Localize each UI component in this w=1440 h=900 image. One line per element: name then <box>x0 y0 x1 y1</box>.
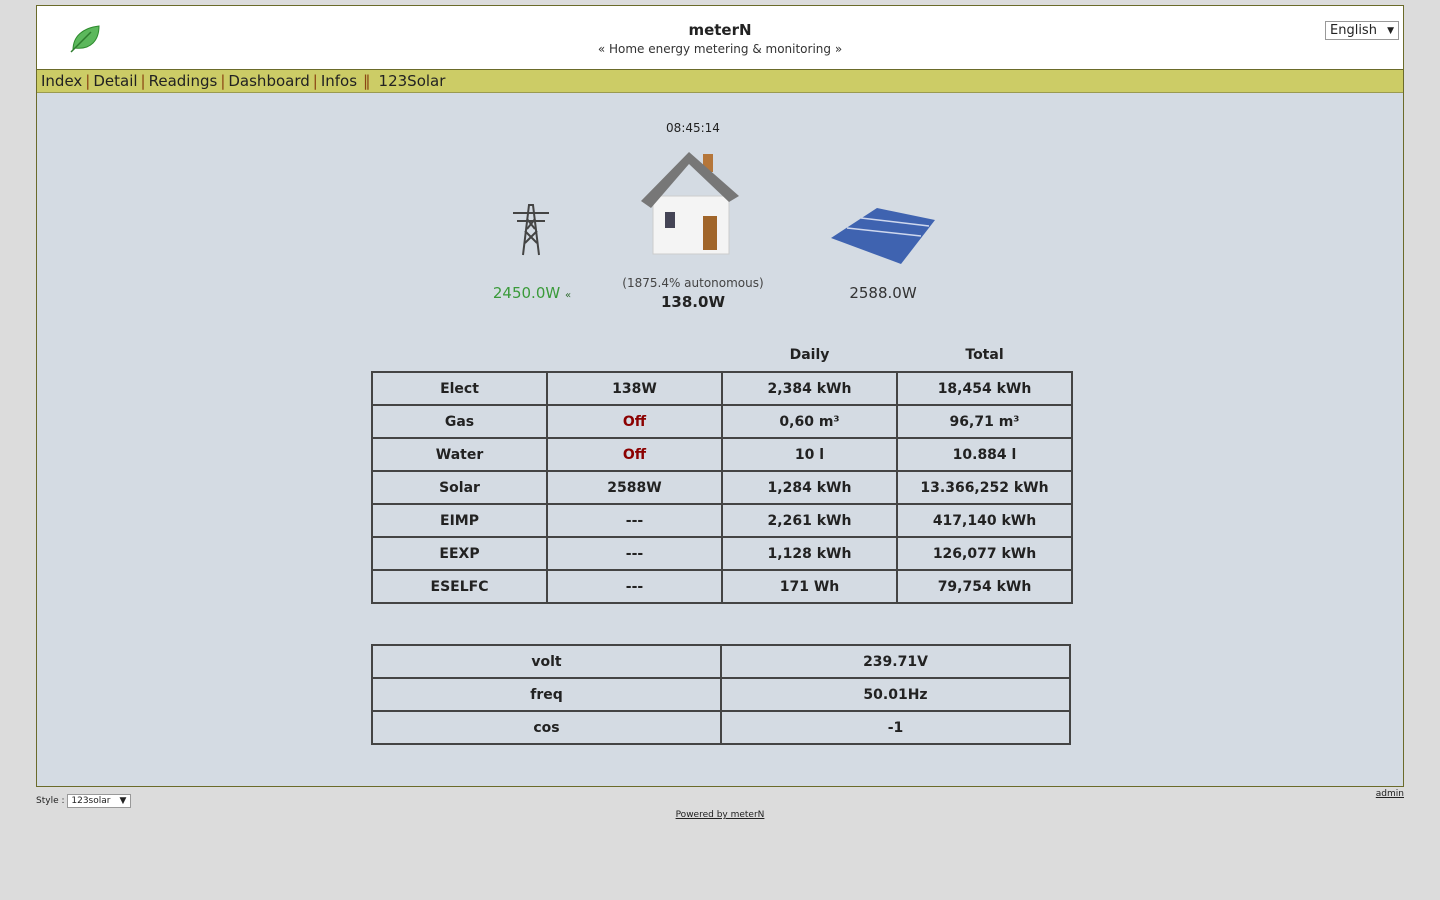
autonomy-text: (1875.4% autonomous) <box>622 276 764 290</box>
solar-panel-icon <box>831 208 935 264</box>
daily-header: Daily <box>789 347 830 363</box>
language-select[interactable]: English ▼ <box>1325 21 1399 40</box>
total-header: Total <box>965 347 1004 363</box>
nav-readings[interactable]: Readings <box>148 72 218 90</box>
meter-cell: --- <box>546 536 723 571</box>
import-arrow-icon: « <box>564 290 572 301</box>
meter-cell: Off <box>546 437 723 472</box>
meter-cell: 10 l <box>721 437 898 472</box>
nav-123solar[interactable]: 123Solar <box>378 72 446 90</box>
meter-cell: 1,284 kWh <box>721 470 898 505</box>
meter-cell: 171 Wh <box>721 569 898 604</box>
indicator-row: cos -1 <box>371 710 1071 745</box>
grid-power: 2450.0W « <box>477 284 587 302</box>
meter-row: EEXP --- 1,128 kWh 126,077 kWh <box>371 536 1073 571</box>
meter-cell: 417,140 kWh <box>896 503 1073 538</box>
header: meterN « Home energy metering & monitori… <box>37 6 1403 70</box>
admin-link[interactable]: admin <box>1375 789 1404 799</box>
style-label: Style : <box>36 796 65 806</box>
meter-row: Water Off 10 l 10.884 l <box>371 437 1073 472</box>
indicator-cell: volt <box>371 644 722 679</box>
meter-cell: 2,261 kWh <box>721 503 898 538</box>
powered-by-link[interactable]: Powered by meterN <box>675 810 765 820</box>
leaf-logo-icon <box>70 25 100 53</box>
meter-cell: Elect <box>371 371 548 406</box>
indicator-cell: -1 <box>720 710 1071 745</box>
house-power: 138.0W <box>661 293 725 311</box>
meter-cell: 1,128 kWh <box>721 536 898 571</box>
meter-cell: 18,454 kWh <box>896 371 1073 406</box>
style-value: 123solar <box>71 796 111 806</box>
language-value: English <box>1330 23 1377 38</box>
meter-cell: Off <box>546 404 723 439</box>
style-select[interactable]: 123solar ▼ <box>67 794 132 808</box>
meter-cell: Solar <box>371 470 548 505</box>
meter-row: Solar 2588W 1,284 kWh 13.366,252 kWh <box>371 470 1073 505</box>
indicator-row: freq 50.01Hz <box>371 677 1071 712</box>
meter-cell: 10.884 l <box>896 437 1073 472</box>
meter-cell: Gas <box>371 404 548 439</box>
meter-cell: 2,384 kWh <box>721 371 898 406</box>
meter-row: Elect 138W 2,384 kWh 18,454 kWh <box>371 371 1073 406</box>
pylon-icon <box>513 204 549 256</box>
indicator-row: volt 239.71V <box>371 644 1071 679</box>
nav-index[interactable]: Index <box>41 72 83 90</box>
meter-cell: 79,754 kWh <box>896 569 1073 604</box>
meter-cell: EEXP <box>371 536 548 571</box>
meter-cell: --- <box>546 503 723 538</box>
page-container: meterN « Home energy metering & monitori… <box>36 5 1404 787</box>
meter-cell: ESELFC <box>371 569 548 604</box>
meter-cell: 0,60 m³ <box>721 404 898 439</box>
clock-time: 08:45:14 <box>666 121 720 135</box>
app-title: meterN <box>688 21 752 39</box>
meter-cell: 126,077 kWh <box>896 536 1073 571</box>
dropdown-arrow-icon: ▼ <box>1387 26 1394 36</box>
meter-row: ESELFC --- 171 Wh 79,754 kWh <box>371 569 1073 604</box>
meters-table: Daily Total Elect 138W 2,384 kWh 18,454 kWh G… <box>371 339 1073 604</box>
indicator-cell: cos <box>371 710 722 745</box>
nav-detail[interactable]: Detail <box>93 72 138 90</box>
indicators-table: volt 239.71V freq 50.01Hz cos -1 <box>371 644 1071 745</box>
dropdown-arrow-icon: ▼ <box>119 796 127 806</box>
meter-row: Gas Off 0,60 m³ 96,71 m³ <box>371 404 1073 439</box>
house-icon <box>641 152 739 255</box>
meter-cell: 96,71 m³ <box>896 404 1073 439</box>
grid-power-value: 2450.0W <box>492 284 561 302</box>
nav-infos[interactable]: Infos <box>320 72 358 90</box>
nav-bar: Index | Detail | Readings | Dashboard | Infos ‖ 12… <box>37 70 1403 93</box>
indicator-cell: 239.71V <box>720 644 1071 679</box>
meter-cell: 13.366,252 kWh <box>896 470 1073 505</box>
meter-row: EIMP --- 2,261 kWh 417,140 kWh <box>371 503 1073 538</box>
indicator-cell: 50.01Hz <box>720 677 1071 712</box>
nav-dashboard[interactable]: Dashboard <box>228 72 310 90</box>
solar-power: 2588.0W <box>849 284 917 302</box>
app-subtitle: « Home energy metering & monitoring » <box>597 42 843 56</box>
meter-cell: EIMP <box>371 503 548 538</box>
meter-cell: 2588W <box>546 470 723 505</box>
meter-cell: --- <box>546 569 723 604</box>
meter-cell: Water <box>371 437 548 472</box>
indicator-cell: freq <box>371 677 722 712</box>
meter-cell: 138W <box>546 371 723 406</box>
style-selector: Style : 123solar ▼ <box>36 794 132 808</box>
